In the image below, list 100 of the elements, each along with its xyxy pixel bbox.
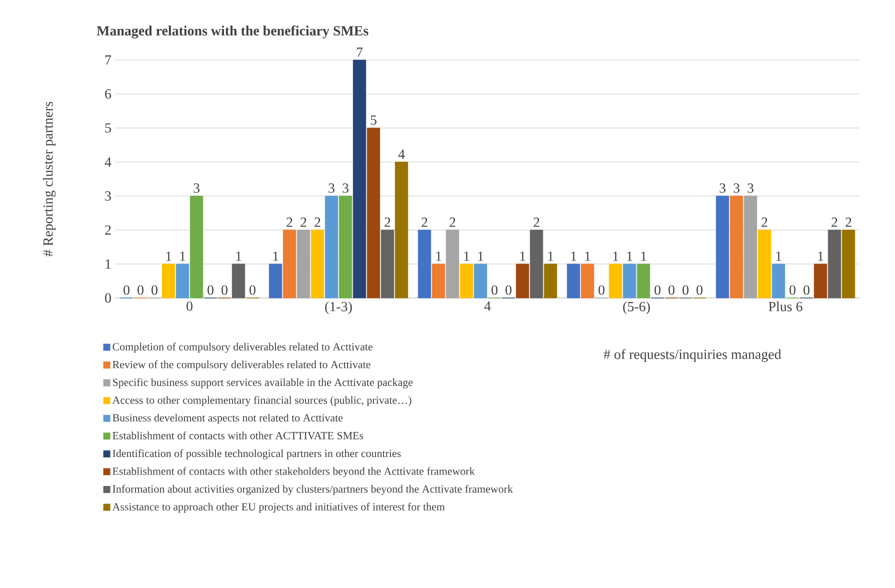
y-tick-label: 6 (105, 89, 112, 99)
bar (772, 264, 786, 298)
data-label: 3 (328, 183, 334, 193)
data-label: 1 (436, 252, 442, 261)
legend-label: Establishment of contacts with other ACTTIVATE SMEs (112, 431, 364, 440)
legend-label: Assistance to approach other EU projects and initiatives of interest for them (112, 502, 445, 513)
bar (338, 196, 352, 298)
data-label: 1 (585, 252, 590, 261)
bar (162, 264, 176, 298)
bar (190, 196, 204, 298)
chart-title: Managed relations with the beneficiary SMEs (96, 26, 368, 38)
bar (310, 230, 324, 298)
data-label: 2 (300, 218, 306, 227)
data-label: 2 (846, 218, 852, 227)
legend-label: Completion of compulsory deliverables related to Acttivate (112, 342, 372, 353)
bar (432, 264, 446, 298)
x-axis-title: # of requests/inquiries managed (604, 349, 782, 362)
data-label: 2 (314, 218, 320, 227)
data-label: 0 (654, 285, 660, 295)
bar (580, 264, 594, 298)
data-label: 1 (548, 252, 554, 261)
data-label: 2 (384, 218, 390, 227)
bar (282, 230, 296, 298)
data-label: 5 (370, 116, 376, 125)
bar (446, 230, 460, 298)
legend-label: Identification of possible technological partners in other countries (112, 449, 401, 460)
bar (324, 196, 338, 298)
data-label: 0 (492, 285, 498, 295)
data-label: 2 (762, 218, 768, 227)
data-label: 1 (166, 252, 172, 261)
bar (176, 264, 190, 298)
data-label: 0 (138, 285, 144, 295)
bar (366, 128, 380, 298)
data-label: 3 (748, 183, 754, 193)
x-tick-label: (5-6) (623, 301, 650, 314)
data-label: 1 (273, 252, 278, 261)
bar (544, 264, 558, 298)
legend-label: Business develoment aspects not related to Acttivate (112, 414, 343, 424)
legend-label: Access to other complementary financial sources (public, private…) (112, 396, 412, 406)
bar (828, 230, 842, 298)
data-label: 1 (627, 252, 632, 261)
y-tick-label: 4 (104, 157, 112, 167)
y-tick-label: 0 (105, 293, 111, 303)
bar (622, 264, 636, 298)
data-label: 0 (804, 285, 810, 295)
data-label: 3 (720, 183, 726, 193)
data-label: 1 (776, 252, 782, 261)
y-tick-label: 3 (105, 191, 111, 201)
data-label: 0 (250, 285, 256, 295)
x-tick-label: 4 (484, 302, 491, 311)
bar (474, 264, 488, 298)
bar (608, 264, 622, 298)
data-label: 2 (422, 218, 428, 227)
bar (814, 264, 828, 298)
bar (232, 264, 246, 298)
bar (730, 196, 744, 298)
y-tick-label: 5 (105, 123, 111, 133)
data-label: 1 (464, 252, 470, 261)
bar (268, 264, 282, 298)
bar (530, 230, 544, 298)
data-label: 1 (478, 252, 484, 261)
bar (744, 196, 758, 298)
legend-label: Information about activities organized by clusters/partners beyond the Acttivate framework (112, 484, 513, 495)
y-tick-label: 2 (105, 225, 111, 235)
data-label: 1 (818, 252, 824, 261)
data-label: 2 (832, 218, 838, 227)
data-label: 1 (613, 252, 618, 261)
x-tick-label: Plus 6 (768, 301, 802, 312)
y-axis-title: # Reporting cluster partners (42, 102, 56, 256)
data-label: 1 (236, 252, 242, 261)
bar (516, 264, 530, 298)
bar (380, 230, 394, 298)
bar (460, 264, 474, 298)
data-label: 0 (506, 285, 512, 295)
data-label: 1 (520, 252, 526, 261)
legend-label: Specific business support services available in the Acttivate package (113, 378, 413, 388)
data-label: 3 (734, 183, 740, 193)
data-label: 0 (668, 285, 674, 295)
bar (394, 162, 408, 298)
y-tick-label: 7 (105, 55, 112, 65)
data-label: 2 (450, 218, 456, 227)
bar (566, 264, 580, 298)
data-label: 0 (598, 285, 604, 295)
data-label: 1 (571, 252, 576, 261)
data-label: 0 (208, 285, 214, 295)
data-label: 0 (222, 285, 228, 295)
legend-label: Establishment of contacts with other stakeholders beyond the Acttivate framework (112, 467, 475, 478)
bar (352, 60, 366, 298)
data-label: 0 (682, 285, 688, 295)
data-label: 0 (152, 285, 158, 295)
data-label: 0 (790, 285, 796, 295)
data-label: 2 (534, 218, 540, 227)
bar (842, 230, 856, 298)
bar (758, 230, 772, 298)
data-label: 2 (286, 218, 292, 227)
legend-label: Review of the compulsory deliverables related to Acttivate (112, 360, 370, 370)
bar (636, 264, 650, 298)
data-label: 4 (398, 150, 405, 159)
data-label: 0 (124, 285, 130, 295)
bar (296, 230, 310, 298)
